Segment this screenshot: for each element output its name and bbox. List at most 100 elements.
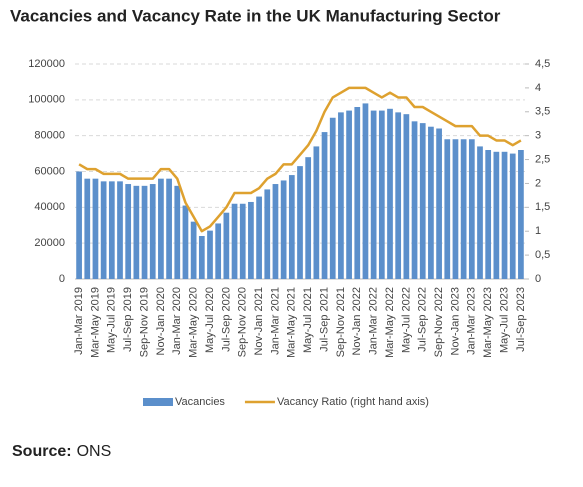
x-tick-label: Jul-Sep 2022 (417, 287, 429, 352)
bar (280, 180, 287, 279)
bar (190, 221, 197, 279)
bar (370, 110, 377, 279)
bar (182, 205, 189, 279)
bar (305, 157, 312, 279)
bar (125, 184, 132, 279)
bar (452, 139, 459, 279)
x-tick-label: May-Jul 2023 (498, 287, 510, 353)
y-tick-label: 120000 (28, 58, 65, 70)
y2-tick-label: 0 (535, 273, 541, 285)
bar (477, 146, 483, 279)
x-tick-label: Sep-Nov 2021 (335, 287, 347, 357)
x-tick-label: Nov-Jan 2022 (351, 287, 363, 356)
bar (493, 151, 500, 279)
y2-tick-label: 4 (535, 82, 541, 94)
bar (117, 181, 123, 279)
bar (149, 184, 156, 279)
legend-swatch (143, 398, 173, 406)
bar (256, 196, 262, 279)
bar (378, 110, 385, 279)
bar (313, 146, 320, 279)
bar (354, 107, 361, 279)
bar (223, 212, 230, 279)
source-label: Source: (12, 443, 72, 460)
bar (158, 178, 164, 279)
chart-title: Vacancies and Vacancy Rate in the UK Man… (10, 6, 501, 25)
x-tick-label: Nov-Jan 2023 (449, 287, 461, 356)
bar (321, 132, 328, 279)
y2-tick-label: 3 (535, 130, 541, 142)
y-tick-label: 0 (59, 273, 65, 285)
x-tick-label: May-Jul 2020 (204, 287, 216, 353)
bar (133, 185, 140, 279)
bar (501, 151, 508, 279)
bar (329, 117, 336, 279)
y-tick-label: 20000 (34, 237, 65, 249)
bar (272, 184, 279, 279)
x-tick-label: Sep-Nov 2019 (138, 287, 150, 357)
x-tick-label: Jan-Mar 2019 (73, 287, 85, 355)
x-tick-label: Jul-Sep 2019 (122, 287, 134, 352)
bar (297, 166, 303, 279)
y-tick-label: 40000 (34, 201, 65, 213)
bar (166, 178, 172, 279)
bar (92, 178, 99, 279)
bar (518, 150, 524, 279)
source-text: ONS (77, 443, 112, 460)
bar (198, 236, 205, 279)
y2-tick-label: 2,5 (535, 153, 550, 165)
bar (362, 103, 369, 280)
bar (215, 223, 222, 279)
x-tick-label: Sep-Nov 2020 (237, 287, 249, 357)
x-tick-label: May-Jul 2021 (302, 287, 314, 353)
x-tick-label: Jul-Sep 2021 (318, 287, 330, 352)
bar (338, 112, 344, 279)
y2-tick-label: 1,5 (535, 201, 550, 213)
bar (428, 126, 434, 279)
x-tick-label: Nov-Jan 2021 (253, 287, 265, 356)
x-tick-label: Mar-May 2020 (188, 287, 200, 358)
bar (509, 153, 516, 279)
x-tick-label: Jan-Mar 2022 (368, 287, 380, 355)
bar (174, 185, 181, 279)
y-tick-label: 80000 (34, 130, 65, 142)
bar (207, 230, 213, 279)
bar (100, 181, 107, 279)
bar (248, 201, 254, 279)
y2-tick-label: 1 (535, 225, 541, 237)
x-tick-label: Nov-Jan 2020 (155, 287, 167, 356)
legend-label: Vacancies (175, 396, 225, 408)
bar (84, 178, 91, 279)
bar (419, 123, 426, 279)
bar (468, 139, 475, 279)
x-tick-label: Jan-Mar 2023 (466, 287, 478, 355)
bar (460, 139, 467, 279)
bar (76, 171, 82, 279)
y2-tick-label: 2 (535, 177, 541, 189)
x-tick-label: Mar-May 2021 (286, 287, 298, 358)
x-tick-label: May-Jul 2019 (106, 287, 118, 353)
bar (485, 150, 492, 279)
x-tick-label: Mar-May 2022 (384, 287, 396, 358)
y-tick-label: 60000 (34, 165, 65, 177)
bar (403, 114, 410, 280)
x-tick-label: Jan-Mar 2020 (171, 287, 183, 355)
x-tick-label: Jan-Mar 2021 (269, 287, 281, 355)
x-tick-label: May-Jul 2022 (400, 287, 412, 353)
bar (436, 128, 442, 279)
bar (411, 121, 418, 279)
bar (264, 189, 271, 279)
bar (231, 203, 238, 279)
bar (346, 110, 352, 279)
y2-tick-label: 3,5 (535, 106, 550, 118)
bar (395, 112, 402, 279)
x-tick-label: Jul-Sep 2020 (220, 287, 232, 352)
legend-label: Vacancy Ratio (right hand axis) (277, 396, 429, 408)
source: Source: ONS (12, 443, 111, 460)
y2-tick-label: 0,5 (535, 249, 550, 261)
x-tick-label: Jul-Sep 2023 (515, 287, 527, 352)
bar (141, 185, 148, 279)
bar (444, 139, 451, 279)
bar (239, 203, 246, 279)
